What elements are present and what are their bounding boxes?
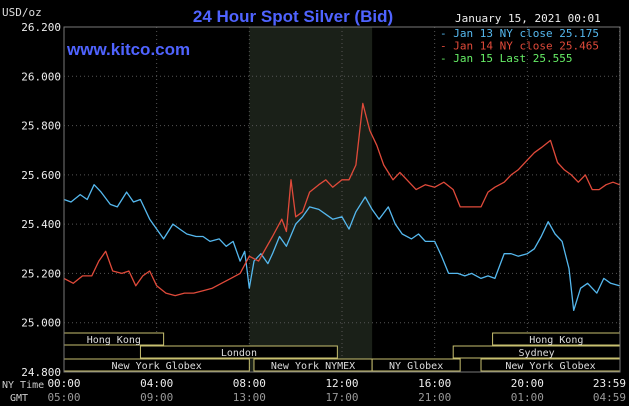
x-tick-label-gmt: 09:00 [140,391,173,404]
x-tick-label-ny: 04:00 [140,377,173,390]
x-tick-label-gmt: 01:00 [511,391,544,404]
session-label: NY Globex [389,361,443,372]
legend-entry: - Jan 14 NY close 25.465 [440,40,599,53]
x-tick-label-gmt: 04:59 [593,391,626,404]
legend: - Jan 13 NY close 25.175- Jan 14 NY clos… [440,27,599,65]
y-tick-labels: 26.200 26.000 25.800 25.600 25.400 25.200 25.0… [21,21,61,379]
x-tick-label-ny: 16:00 [418,377,451,390]
y-tick-label: 26.200 [21,21,61,34]
series-line-jan-13 [63,184,620,312]
y-tick-label: 25.200 [21,267,61,280]
x-tick-label-gmt: 13:00 [233,391,266,404]
x-tick-label-ny: 08:00 [233,377,266,390]
session-label: Hong Kong [87,335,141,346]
session-label: Sydney [519,348,555,359]
x-tick-label-ny: 20:00 [511,377,544,390]
chart-title: 24 Hour Spot Silver (Bid) [193,7,393,26]
x-tick-label-ny: 23:59 [593,377,626,390]
website-label: www.kitco.com [66,40,190,59]
session-bar [139,345,338,359]
y-unit-label: USD/oz [2,6,42,19]
y-tick-label: 25.800 [21,120,61,133]
session-label: Hong Kong [529,335,583,346]
x-tick-label-ny: 12:00 [325,377,358,390]
x-tick-label-ny: 00:00 [47,377,80,390]
y-tick-label: 26.000 [21,70,61,83]
y-tick-label: 25.400 [21,218,61,231]
session-label: New York NYMEX [271,361,355,372]
x-tick-label-gmt: 17:00 [325,391,358,404]
series-group [63,102,620,312]
series-line-jan-14 [63,102,620,297]
x-tick-label-gmt: 05:00 [47,391,80,404]
session-label: New York Globex [112,361,202,372]
y-tick-label: 25.000 [21,317,61,330]
chart-date: January 15, 2021 00:01 [455,12,601,25]
session-bars: Hong Kong Hong Kong London Sydney New York G… [63,332,621,372]
x-label-gmt: GMT [10,393,28,404]
legend-entry: - Jan 15 Last 25.555 [440,52,572,65]
legend-entry: - Jan 13 NY close 25.175 [440,27,599,40]
session-bar [371,358,461,372]
x-label-ny-time: NY Time [2,380,44,391]
x-tick-label-gmt: 21:00 [418,391,451,404]
y-tick-label: 25.600 [21,169,61,182]
plot-frame [63,26,621,373]
y-tick-label: 24.800 [21,366,61,379]
nymex-session-shade [249,27,373,372]
session-label: New York Globex [505,361,595,372]
session-label: London [221,348,257,359]
